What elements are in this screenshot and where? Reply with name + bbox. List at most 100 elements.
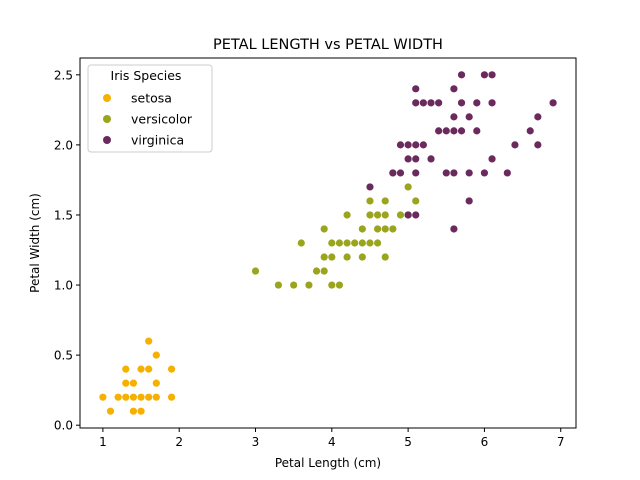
y-tick-label: 0.0 [54, 419, 73, 433]
data-point-versicolor [389, 225, 397, 233]
y-tick-label: 2.5 [54, 68, 73, 82]
data-point-virginica [442, 127, 450, 135]
data-point-versicolor [328, 253, 336, 261]
data-point-versicolor [374, 211, 382, 219]
data-point-virginica [389, 169, 397, 177]
data-point-versicolor [297, 239, 305, 247]
data-point-setosa [137, 393, 145, 401]
data-point-versicolor [404, 183, 412, 191]
data-point-versicolor [335, 281, 344, 289]
data-point-versicolor [320, 225, 328, 233]
data-point-versicolor [290, 281, 298, 289]
data-point-virginica [457, 71, 466, 79]
plot-frame [79, 57, 577, 429]
data-point-virginica [412, 85, 420, 93]
legend-marker-setosa [103, 94, 111, 102]
x-tick-label: 3 [252, 435, 260, 449]
data-point-setosa [129, 407, 138, 415]
data-point-setosa [129, 393, 138, 401]
data-point-virginica [480, 71, 489, 79]
data-point-versicolor [366, 239, 374, 247]
data-point-setosa [122, 365, 130, 373]
data-point-versicolor [358, 239, 366, 247]
y-axis-ticks: 0.0 0.5 1.0 1.5 2.0 2.5 [54, 68, 80, 433]
data-point-setosa [106, 407, 115, 415]
data-point-virginica [488, 99, 496, 107]
data-point-setosa [152, 393, 160, 401]
x-tick-label: 6 [481, 435, 489, 449]
data-point-setosa [122, 379, 130, 387]
data-point-virginica [549, 99, 557, 107]
data-point-versicolor [396, 211, 405, 219]
data-point-setosa [129, 379, 138, 387]
data-point-virginica [435, 127, 443, 135]
data-point-virginica [404, 211, 412, 219]
data-point-versicolor [251, 267, 260, 275]
data-point-virginica [419, 99, 427, 107]
data-point-setosa [137, 407, 145, 415]
data-point-virginica [450, 169, 458, 177]
data-point-versicolor [274, 281, 282, 289]
data-point-virginica [457, 99, 466, 107]
data-point-virginica [450, 113, 458, 121]
data-point-virginica [435, 99, 443, 107]
data-point-virginica [412, 155, 420, 163]
x-tick-label: 1 [99, 435, 107, 449]
data-point-virginica [473, 99, 481, 107]
data-point-setosa [114, 393, 122, 401]
y-tick-label: 2.0 [54, 138, 73, 152]
data-point-versicolor [328, 239, 336, 247]
data-point-setosa [145, 337, 153, 345]
data-point-versicolor [335, 239, 344, 247]
data-point-setosa [152, 351, 160, 359]
data-point-virginica [488, 155, 496, 163]
data-point-virginica [442, 169, 450, 177]
data-point-versicolor [312, 267, 321, 275]
data-point-virginica [404, 141, 412, 149]
data-point-virginica [488, 71, 496, 79]
legend-marker-versicolor [103, 115, 111, 123]
data-point-versicolor [320, 267, 328, 275]
data-point-virginica [427, 99, 435, 107]
data-point-setosa [145, 393, 153, 401]
data-point-versicolor [358, 225, 366, 233]
data-point-virginica [465, 197, 473, 205]
x-tick-label: 7 [557, 435, 565, 449]
x-axis-ticks: 1 2 3 4 5 6 7 [99, 428, 565, 449]
data-point-virginica [366, 183, 374, 191]
x-axis-label: Petal Length (cm) [275, 456, 381, 470]
data-point-versicolor [366, 197, 374, 205]
data-point-versicolor [412, 197, 420, 205]
data-point-versicolor [343, 239, 351, 247]
data-point-versicolor [305, 281, 313, 289]
data-point-setosa [145, 365, 153, 373]
legend-box [87, 64, 213, 153]
legend: Iris Species setosa versicolor virginica [87, 64, 213, 153]
legend-marker-virginica [103, 136, 111, 144]
legend-items: setosa versicolor virginica [103, 91, 193, 148]
data-point-virginica [480, 169, 489, 177]
data-point-virginica [427, 155, 435, 163]
data-point-virginica [404, 155, 412, 163]
chart-title: PETAL LENGTH vs PETAL WIDTH [213, 37, 443, 53]
data-point-virginica [396, 169, 405, 177]
data-point-versicolor [343, 253, 351, 261]
data-point-virginica [465, 169, 473, 177]
data-point-virginica [412, 169, 420, 177]
data-point-virginica [450, 127, 458, 135]
data-point-virginica [473, 127, 481, 135]
data-point-versicolor [343, 211, 351, 219]
data-point-setosa [152, 379, 160, 387]
y-axis-label: Petal Width (cm) [28, 193, 42, 293]
y-tick-label: 1.0 [54, 279, 73, 293]
data-point-virginica [465, 113, 473, 121]
data-point-versicolor [320, 253, 328, 261]
data-point-virginica [450, 85, 458, 93]
data-point-virginica [534, 141, 542, 149]
data-point-versicolor [381, 253, 389, 261]
y-tick-label: 0.5 [54, 349, 73, 363]
data-point-versicolor [374, 225, 382, 233]
data-point-versicolor [328, 281, 336, 289]
data-point-setosa [99, 393, 107, 401]
data-point-setosa [167, 365, 176, 373]
